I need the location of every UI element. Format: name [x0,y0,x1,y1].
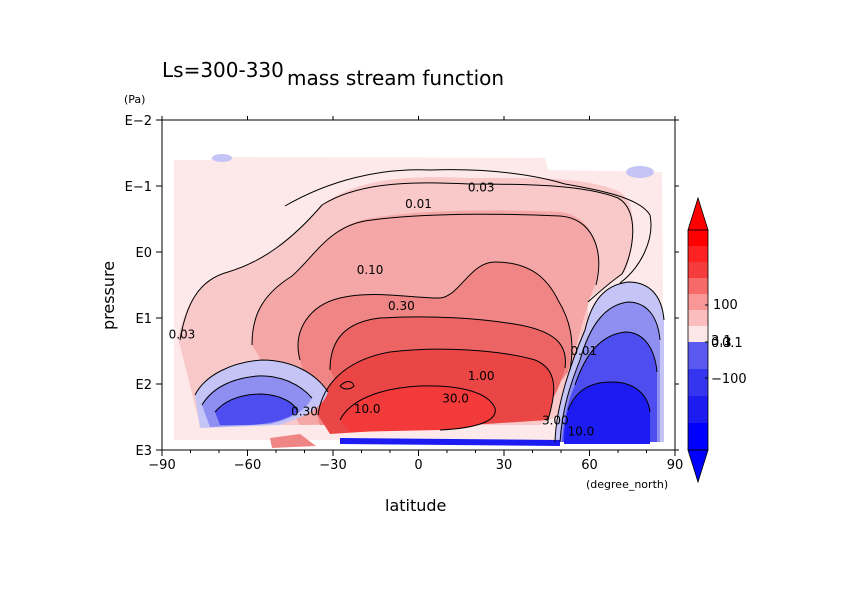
colorbar-swatch [688,262,708,278]
y-axis: E−2 E−1 E0 E1 E2 E3 [125,114,679,459]
x-axis-label: latitude [385,496,446,515]
contour-line [179,182,634,341]
colorbar-swatch [688,326,708,342]
region-surface-red-streak [270,434,316,448]
colorbar-overlap-label: 0.3 [711,336,732,351]
region-top-right-blue-dot [626,166,654,178]
colorbar-swatch [688,246,708,262]
contour-label: 1.00 [468,369,495,383]
contour-line [201,375,313,406]
contour-line [329,316,566,371]
y-tick-label: E−1 [125,180,152,195]
plot-area: 0.01 0.03 0.10 0.30 1.00 10.0 30.0 0.03 0.30 3.00… [161,119,676,451]
colorbar-high-segment [688,230,708,342]
contour-line [584,281,665,331]
x-unit-label: (degree_north) [586,478,668,491]
contour-label: 0.30 [388,299,415,313]
y-axis-label: pressure [99,261,118,330]
filled-contours [174,154,664,448]
colorbar-label-0.1: 0.1 [722,336,743,351]
contour-line [251,213,600,346]
panel-label: Ls=300-330 [162,58,284,82]
x-tick-label: −60 [234,458,261,473]
y-tick-label: E0 [136,246,153,261]
contour-label: 30.0 [442,392,469,406]
contour-line [559,359,581,443]
y-tick-label: E1 [136,312,153,327]
x-tick-label: 90 [667,458,684,473]
contour-label: 0.30 [291,405,318,419]
y-unit-label: (Pa) [124,93,145,106]
x-tick-label: 60 [581,458,598,473]
contour-line [554,329,586,443]
contour-line [297,261,573,371]
contour-label: 0.03 [169,328,196,342]
colorbar-swatch [688,230,708,246]
colorbar-overlap-label: 3.1 [711,334,732,349]
colorbar-swatch [688,396,708,423]
colorbar-low-segment [688,342,708,450]
region-blue-north-deep [564,382,650,444]
contour-line [284,169,652,284]
colorbar-frame [687,229,709,451]
x-tick-label: −90 [148,458,175,473]
colorbar-label-neg100: −100 [711,372,747,387]
y-tick-label: E−2 [125,114,152,129]
colorbar: 100 0.1 3.1 0.3 −100 [687,196,747,484]
colorbar-swatch [688,369,708,396]
contour-line [194,359,329,396]
colorbar-swatch [688,423,708,450]
colorbar-swatch [688,278,708,294]
region-blue-south-deep [215,394,298,425]
contour-label: 0.01 [405,197,432,211]
contour-label: 10.0 [354,402,381,416]
y-tick-label: E3 [136,444,153,459]
contour-labels: 0.01 0.03 0.10 0.30 1.00 10.0 30.0 0.03 0.30 3.00… [169,180,598,438]
x-axis: −90 −60 −30 0 30 60 90 [148,116,683,473]
colorbar-bottom-arrow [687,449,709,484]
contour-line [339,381,355,390]
contour-line [339,385,496,431]
x-tick-label: 30 [496,458,513,473]
region-top-left-blue-dot [212,154,232,162]
contour-lines [179,169,665,443]
colorbar-label-100: 100 [713,298,738,313]
contour-line [574,331,658,386]
colorbar-swatch [688,294,708,310]
x-tick-label: 0 [414,458,422,473]
contour-line [214,393,299,413]
chart-title: mass stream function [287,66,504,90]
region-surface-blue-streak [340,438,560,446]
contour-label: 10.0 [568,425,595,439]
contour-label: 0.01 [570,344,597,358]
contour-label: 0.03 [468,180,495,194]
colorbar-top-arrow [687,196,709,231]
contour-line [317,348,555,421]
contour-line [567,381,651,413]
region-red-core [340,385,496,432]
contour-line [579,301,661,361]
contour-label: 3.00 [542,413,569,427]
x-tick-label: −30 [319,458,346,473]
colorbar-swatch [688,310,708,326]
colorbar-swatch [688,342,708,369]
y-tick-label: E2 [136,378,153,393]
contour-label: 0.10 [357,263,384,277]
